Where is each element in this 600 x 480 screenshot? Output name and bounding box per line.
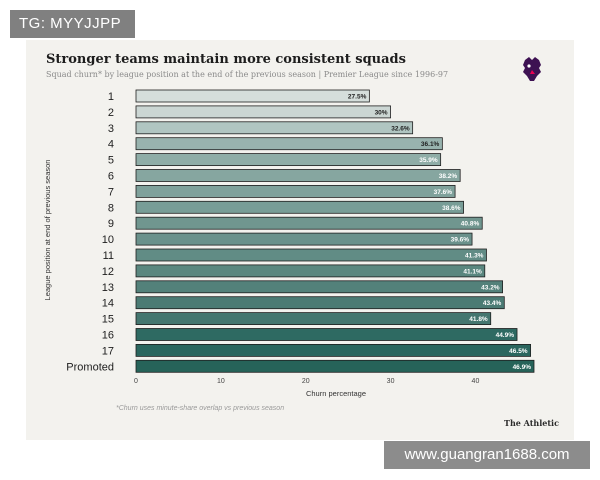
bar-value-label: 35.9% bbox=[419, 157, 438, 164]
bar bbox=[135, 248, 487, 262]
category-label: 15 bbox=[102, 314, 114, 326]
bar bbox=[135, 343, 532, 357]
bar-value-label: 43.4% bbox=[483, 300, 502, 307]
category-label: 17 bbox=[102, 345, 114, 357]
category-label: 10 bbox=[102, 234, 114, 246]
y-axis-label: League position at end of previous seaso… bbox=[43, 160, 52, 301]
bar-value-label: 36.1% bbox=[421, 141, 440, 148]
category-label: 6 bbox=[108, 171, 114, 183]
bar-value-label: 41.8% bbox=[469, 316, 488, 323]
category-label: 14 bbox=[102, 298, 114, 310]
bar bbox=[135, 137, 443, 151]
bar-value-label: 41.1% bbox=[463, 268, 482, 275]
bar-value-label: 44.9% bbox=[496, 332, 515, 339]
category-label: 7 bbox=[108, 186, 114, 198]
chart-footnote: *Churn uses minute-share overlap vs prev… bbox=[116, 405, 285, 412]
x-tick-label: 30 bbox=[387, 378, 395, 385]
bar bbox=[135, 200, 464, 214]
category-label: 9 bbox=[108, 218, 114, 230]
bar-value-label: 38.6% bbox=[442, 205, 461, 212]
bar bbox=[135, 121, 414, 135]
bar bbox=[135, 280, 504, 294]
category-label: 5 bbox=[108, 155, 114, 167]
bar bbox=[135, 232, 473, 246]
category-label: 2 bbox=[108, 107, 114, 119]
bar bbox=[135, 89, 370, 103]
x-tick-label: 40 bbox=[472, 378, 480, 385]
bar bbox=[135, 328, 518, 341]
bar-value-label: 40.8% bbox=[461, 221, 480, 228]
bar bbox=[135, 216, 483, 230]
category-label: 4 bbox=[108, 139, 114, 151]
category-label: 3 bbox=[108, 123, 114, 135]
watermark: www.guangran1688.com bbox=[384, 441, 590, 469]
category-label: 16 bbox=[102, 330, 114, 342]
category-label: 11 bbox=[103, 250, 114, 262]
bar bbox=[135, 153, 442, 167]
tg-badge: TG: MYYJJPP bbox=[10, 10, 135, 38]
bar-value-label: 46.5% bbox=[509, 348, 528, 355]
chart-subtitle: Squad churn* by league position at the e… bbox=[46, 70, 449, 79]
x-tick-label: 20 bbox=[302, 378, 310, 385]
bar bbox=[135, 169, 461, 182]
x-axis-label: Churn percentage bbox=[306, 389, 366, 398]
bar-value-label: 38.2% bbox=[439, 173, 458, 180]
bar-value-label: 32.6% bbox=[391, 125, 410, 132]
category-label: 13 bbox=[102, 282, 114, 294]
bar-value-label: 46.9% bbox=[513, 364, 532, 371]
x-tick-label: 0 bbox=[134, 378, 138, 385]
bar bbox=[135, 105, 391, 119]
bar bbox=[135, 312, 492, 326]
bar-value-label: 27.5% bbox=[348, 94, 367, 101]
bar-value-label: 39.6% bbox=[451, 237, 470, 244]
premier-league-lion-icon bbox=[523, 57, 541, 81]
category-label: Promoted bbox=[66, 361, 114, 373]
category-label: 1 bbox=[108, 91, 114, 103]
category-label: 12 bbox=[102, 266, 114, 278]
bar-value-label: 37.6% bbox=[434, 189, 453, 196]
bar-value-label: 43.2% bbox=[481, 284, 500, 291]
bar bbox=[135, 184, 456, 198]
bar-value-label: 30% bbox=[375, 109, 388, 116]
bar bbox=[135, 296, 505, 310]
chart-title: Stronger teams maintain more consistent … bbox=[46, 52, 406, 67]
source-brand: The Athletic bbox=[504, 418, 559, 428]
bar bbox=[135, 359, 535, 373]
category-label: 8 bbox=[108, 202, 114, 214]
x-tick-label: 10 bbox=[217, 378, 225, 385]
bar-value-label: 41.3% bbox=[465, 253, 484, 260]
bar bbox=[135, 264, 486, 278]
